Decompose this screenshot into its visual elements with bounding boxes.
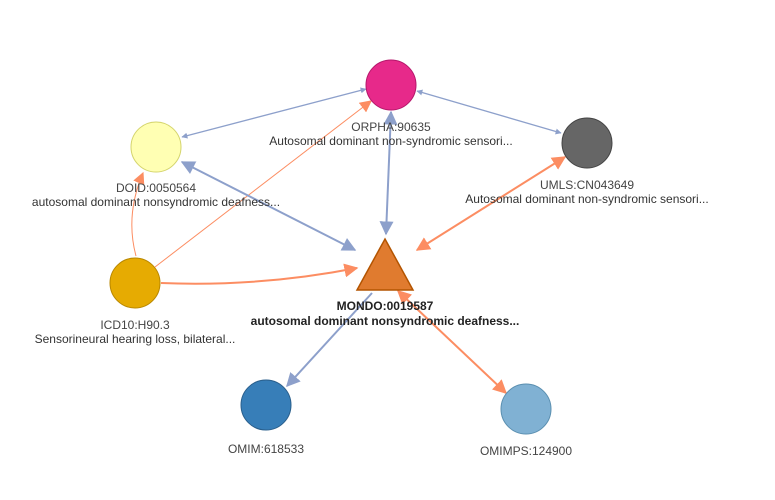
edge-icd10-mondo xyxy=(160,263,359,285)
edge-icd10-doid xyxy=(131,171,145,257)
node-omim[interactable] xyxy=(240,379,292,431)
label-umls-id: UMLS:CN043649 xyxy=(540,178,634,192)
label-omimps-id: OMIMPS:124900 xyxy=(480,444,572,458)
label-icd10-id: ICD10:H90.3 xyxy=(100,318,170,332)
node-orpha[interactable] xyxy=(365,59,417,111)
label-mondo-id: MONDO:0019587 xyxy=(337,299,434,313)
edge-doid-mondo xyxy=(180,161,357,251)
node-icd10[interactable] xyxy=(109,257,161,309)
label-doid-id: DOID:0050564 xyxy=(116,181,196,195)
edges xyxy=(131,87,567,394)
nodes xyxy=(109,59,613,435)
node-mondo-center[interactable] xyxy=(355,237,415,291)
edge-mondo-omimps xyxy=(396,290,508,394)
edge-mondo-omim xyxy=(286,292,373,388)
node-umls[interactable] xyxy=(561,117,613,169)
label-orpha-id: ORPHA:90635 xyxy=(351,120,431,134)
label-mondo-name: autosomal dominant nonsyndromic deafness… xyxy=(251,314,520,328)
label-omim-id: OMIM:618533 xyxy=(228,442,304,456)
edge-orpha-umls xyxy=(416,89,562,135)
labels: ORPHA:90635 Autosomal dominant non-syndr… xyxy=(32,120,709,458)
edge-orpha-doid xyxy=(181,87,367,139)
edge-orpha-mondo xyxy=(379,110,398,236)
node-omimps[interactable] xyxy=(500,383,552,435)
label-icd10-name: Sensorineural hearing loss, bilateral... xyxy=(35,332,236,346)
node-doid[interactable] xyxy=(130,121,182,173)
edge-umls-mondo xyxy=(415,156,567,251)
label-umls-name: Autosomal dominant non-syndromic sensori… xyxy=(465,192,708,206)
label-doid-name: autosomal dominant nonsyndromic deafness… xyxy=(32,195,280,209)
label-orpha-name: Autosomal dominant non-syndromic sensori… xyxy=(269,134,512,148)
